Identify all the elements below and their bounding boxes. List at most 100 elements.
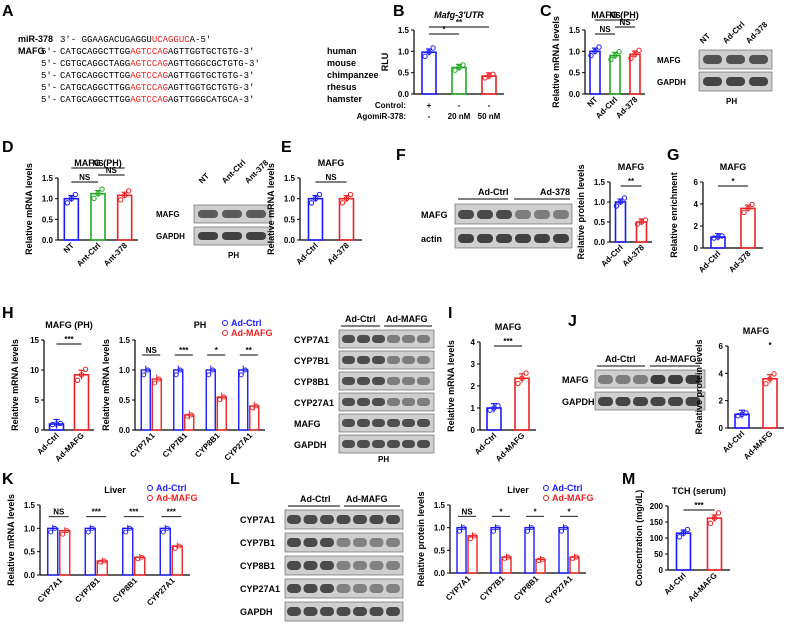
blot-band [703,77,722,86]
data-point [48,529,54,535]
chart-title: Liver [104,485,126,495]
significance-label: NS [609,11,621,20]
bar [159,527,171,576]
data-point [172,545,178,551]
significance-label: NS [325,173,337,182]
blot-band [320,584,334,593]
data-point [125,188,132,194]
y-tick-label: 2 [471,382,476,391]
seq-row-human: CATGCAGGCTTGGAGTCCAGAGTTGGTGCTGTG-3' [60,47,254,57]
data-point [711,515,718,521]
blot-band [342,440,355,448]
bar [216,396,227,431]
x-tick-label: Ad-MAFG [494,431,526,463]
blot-band [402,335,415,343]
seq-row-pre: CATGCAGGCTTGG [60,71,130,81]
blot-band [369,538,384,547]
chart-title: Mafg-3'UTR [434,10,484,20]
data-point [617,199,624,205]
y-axis-label: Relative mRNA levels [446,340,456,432]
y-tick-label: 0.5 [569,69,581,78]
data-point [430,45,436,51]
significance-label: *** [179,346,189,355]
legend-marker [147,485,153,491]
panel-letter-J: J [568,313,577,330]
blot-band [386,561,400,570]
blot-band [402,356,415,364]
blot-l-row-label: GAPDH [240,607,273,617]
seq-row-prime: 5'- [41,95,57,105]
seq-row-prime: 5'- [41,83,57,93]
blot-band [372,419,385,427]
blot-c-caption: PH [726,97,737,106]
y-axis-label: Relative protein levels [694,339,704,434]
chart-e: 0.0 0.5 1.0 1.5 Relative mRNA levels MAFG Ad-C… [266,158,362,267]
data-point [176,543,182,549]
chart-i: 0 1 2 3 4 Relative mRNA levels MAFG Ad-CtrlAd-M… [446,322,536,463]
blot-l-row-label: CYP27A1 [240,584,280,594]
significance-label: * [731,177,735,186]
seq-row-pre: CATGCAGGCTTGG [60,83,130,93]
data-point [85,529,91,535]
data-point [767,376,773,382]
chart-m: 0 50 100 150 200 Concentration (mg/dL) TCH (se… [634,486,730,603]
blot-band [222,210,242,218]
seq-row-pre: CATGCAGGCTTGG [60,47,130,57]
y-tick-label: 1.0 [119,366,131,375]
mir-label: miR-378 [18,34,53,44]
significance-label: * [768,341,772,350]
blot-band [458,234,474,243]
y-tick-label: 6 [694,178,699,187]
chart-j: 0 2 4 6 Relative protein levels MAFG Ad-CtrlAd… [694,326,784,461]
data-point [588,52,594,59]
data-point [316,191,323,198]
x-tick-label: CYP7A1 [444,574,473,603]
data-point [249,405,255,411]
blot-band [668,397,683,406]
blot-j-group-label: Ad-MAFG [655,354,697,364]
blot-band [458,210,474,219]
y-tick-label: 50 [654,550,663,559]
y-tick-label: 0.5 [594,218,606,227]
blot-band [726,55,745,64]
x-tick-label: CYP7B1 [73,576,102,605]
blot-band [417,356,430,364]
significance-label: * [215,346,219,355]
blot-band [553,234,569,243]
seq-row-site: AGTCCAG [130,71,168,81]
x-tick-label: Ad-MAFG [686,571,718,603]
blot-c-row-label: MAFG [657,56,681,65]
significance-label: NS [106,166,118,175]
data-point [173,372,179,378]
x-tick-label: CYP7B1 [161,431,190,460]
bar [490,526,501,574]
data-point [763,381,769,387]
data-point [121,192,128,199]
data-point [308,200,315,206]
legend-marker [222,330,228,336]
blot-strip [338,329,435,349]
y-tick-label: 0.0 [569,90,581,99]
blot-d-column-label: Ant-Ctrl [220,158,247,185]
blot-band [386,607,400,616]
blot-band [303,515,318,524]
y-tick-label: 0 [35,426,40,435]
sequence-alignment: miR-378 3'- GGAAGACUGAGGUUCAGGUCA-5' MAF… [18,34,379,105]
blot-l-group-label: Ad-MAFG [346,494,388,504]
x-tick-label: Ad-Ctrl [473,431,499,457]
blot-band [749,77,768,86]
bar [558,526,569,574]
y-tick-label: 1.0 [594,198,606,207]
data-point [91,195,97,202]
bar [140,369,151,431]
y-tick-label: 200 [650,502,664,511]
blot-strip [338,434,435,454]
data-point [52,525,58,531]
y-axis-label: Relative protein levels [576,164,586,259]
blot-band [198,232,218,240]
y-tick-label: 1.5 [24,501,36,510]
seq-row-rhesus: CATGCAGGCTTGGAGTCCAGAGTTGGTGCTGTG-3' [60,83,254,93]
blot-h-row-label: CYP8B1 [294,377,329,387]
y-axis-label: Relative mRNA levels [10,339,20,431]
